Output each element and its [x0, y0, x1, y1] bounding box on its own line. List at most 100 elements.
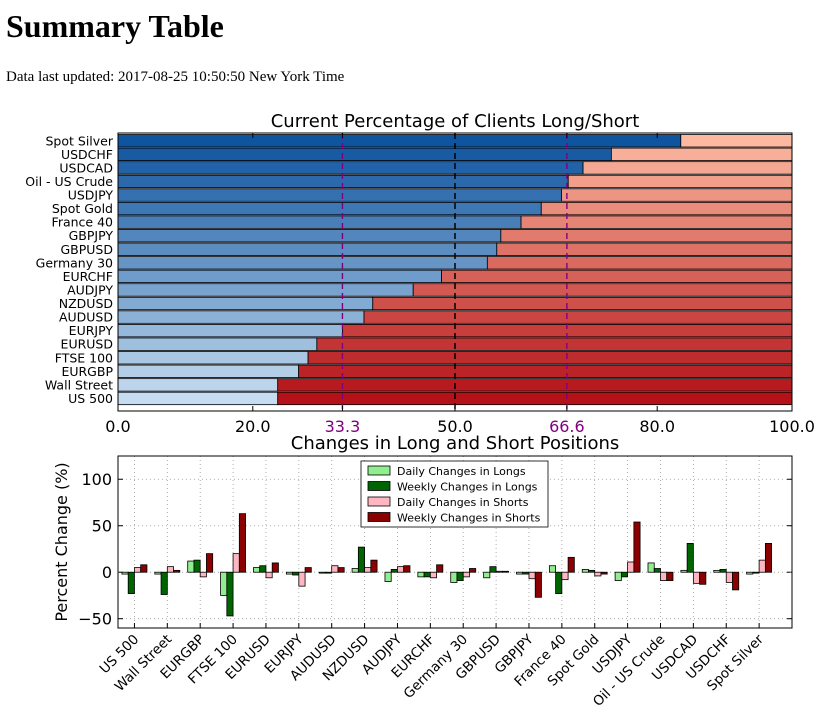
y-tick-label: 0	[102, 563, 112, 582]
category-label: FTSE 100	[55, 350, 113, 365]
category-label: GBPUSD	[60, 242, 113, 257]
change-bar	[259, 565, 267, 573]
last-updated-line: Data last updated: 2017-08-25 10:50:50 N…	[6, 67, 344, 87]
change-bar	[199, 571, 207, 578]
chart-title: Changes in Long and Short Positions	[291, 433, 620, 454]
change-bar	[140, 564, 148, 573]
change-bar	[758, 559, 766, 573]
change-bar	[469, 568, 477, 573]
last-updated-label: Data last updated:	[6, 69, 115, 85]
category-label: France 40	[52, 215, 113, 230]
x-tick-label: 80.0	[639, 417, 675, 436]
chart-title: Current Percentage of Clients Long/Short	[271, 111, 640, 132]
change-bar	[516, 571, 524, 575]
change-bar	[121, 571, 129, 575]
legend-swatch	[367, 465, 391, 476]
category-label: Germany 30	[36, 255, 113, 270]
change-bar	[337, 567, 345, 573]
change-bar	[483, 571, 491, 579]
category-label: Spot Gold	[52, 201, 113, 216]
change-bar	[686, 542, 694, 573]
change-bar	[534, 571, 542, 598]
change-bar	[501, 570, 509, 573]
plot-frame	[117, 455, 793, 629]
change-bar	[436, 564, 444, 573]
change-bar	[331, 565, 339, 573]
change-bar	[134, 567, 142, 573]
change-bar	[160, 571, 168, 595]
change-bar	[271, 562, 279, 573]
change-bar	[594, 571, 602, 577]
change-bar	[265, 571, 273, 579]
change-bar	[253, 567, 261, 573]
category-label: USDCAD	[59, 160, 113, 175]
category-label: NZDUSD	[59, 296, 113, 311]
change-bar	[567, 556, 575, 573]
category-label: AUDUSD	[59, 310, 113, 325]
change-bar	[364, 567, 372, 573]
change-bar	[173, 569, 181, 573]
change-bar	[187, 560, 195, 573]
change-bar	[653, 568, 661, 573]
change-bar	[423, 571, 431, 578]
legend-label: Daily Changes in Longs	[397, 465, 526, 478]
x-tick-label: 33.3	[325, 417, 361, 436]
change-bar	[489, 566, 497, 573]
change-bar	[429, 571, 437, 579]
change-bar	[548, 565, 557, 573]
legend-label: Weekly Changes in Shorts	[397, 512, 541, 525]
change-bar	[692, 571, 701, 584]
change-bar	[764, 542, 773, 573]
change-bar	[719, 569, 727, 573]
change-bar	[522, 571, 530, 575]
change-bar	[713, 569, 721, 573]
change-bar	[680, 569, 688, 573]
x-tick-label: 50.0	[437, 417, 473, 436]
category-label: EURJPY	[69, 323, 114, 338]
category-label: EURGBP	[61, 364, 113, 379]
change-bar	[588, 569, 596, 573]
change-bar	[495, 570, 503, 573]
change-bar	[561, 571, 569, 581]
change-bar	[732, 571, 740, 591]
change-bar	[384, 571, 392, 582]
legend-label: Daily Changes in Shorts	[397, 496, 529, 509]
page-title: Summary Table	[6, 8, 224, 44]
change-bar	[647, 562, 655, 573]
change-bar	[462, 571, 470, 578]
change-bar	[417, 571, 425, 578]
change-bar	[633, 521, 641, 573]
x-tick-label: 100.0	[769, 417, 815, 436]
x-tick-label: 20.0	[235, 417, 271, 436]
legend	[360, 460, 549, 528]
change-bar	[581, 569, 589, 573]
change-bar	[318, 571, 326, 574]
change-bar	[285, 571, 293, 575]
last-updated-value: 2017-08-25 10:50:50 New York Time	[118, 69, 345, 85]
category-label: Oil - US Crude	[25, 174, 113, 189]
change-bar	[127, 571, 135, 594]
change-bar	[666, 571, 674, 581]
change-bar	[193, 559, 201, 573]
y-tick-label: −50	[78, 610, 112, 629]
y-tick-label: 50	[92, 517, 112, 536]
change-bar	[627, 561, 635, 573]
change-bar	[325, 571, 333, 574]
category-label: AUDJPY	[67, 282, 113, 297]
long-short-percentage-chart: Current Percentage of Clients Long/Short…	[25, 111, 815, 436]
change-bar	[746, 571, 754, 575]
change-bar	[403, 565, 411, 573]
y-tick-label: 100	[81, 470, 112, 489]
category-label: Wall Street	[45, 377, 113, 392]
category-label: EURCHF	[63, 269, 113, 284]
legend-swatch	[367, 481, 391, 491]
x-tick-label: 0.0	[105, 417, 130, 436]
change-bar	[206, 553, 214, 573]
category-label: EURUSD	[61, 337, 113, 352]
legend-swatch	[367, 496, 391, 507]
change-bar	[528, 571, 536, 580]
change-bar	[298, 571, 306, 587]
change-bar	[238, 513, 246, 573]
category-label: Spot Silver	[46, 133, 114, 148]
